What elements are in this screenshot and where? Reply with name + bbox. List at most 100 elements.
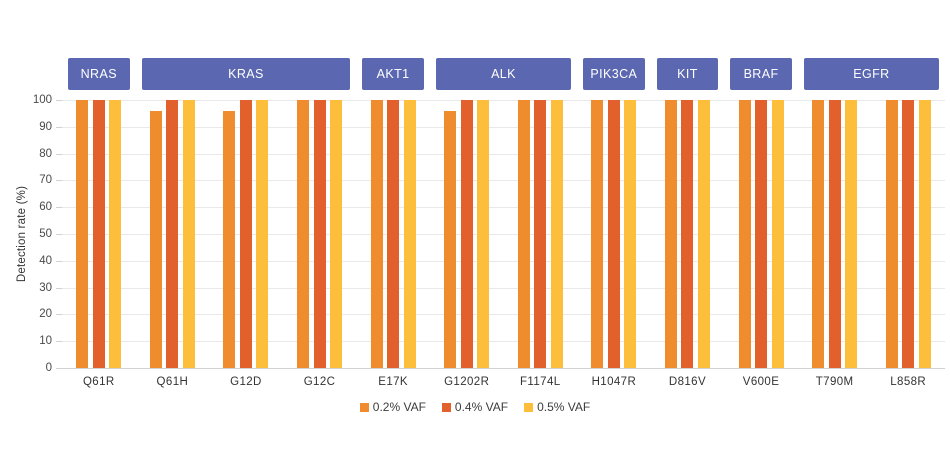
y-axis-tick xyxy=(56,260,62,262)
bar xyxy=(403,100,416,368)
gene-badge-braf: BRAF xyxy=(730,58,792,90)
bar xyxy=(591,100,604,368)
x-category-label: Q61R xyxy=(82,376,115,388)
bar xyxy=(624,100,637,368)
bar xyxy=(697,100,710,368)
bar xyxy=(223,110,236,368)
bar xyxy=(239,100,252,368)
x-category-label: T790M xyxy=(815,376,854,388)
bar xyxy=(738,100,751,368)
grid-line xyxy=(62,126,945,128)
gene-badge-alk: ALK xyxy=(435,58,572,90)
bar xyxy=(664,100,677,368)
x-category-label: Q61H xyxy=(156,376,189,388)
y-axis-tick xyxy=(56,207,62,209)
grid-line xyxy=(62,260,945,262)
bar xyxy=(755,100,768,368)
bar xyxy=(812,100,825,368)
y-axis-tick xyxy=(56,341,62,343)
bar xyxy=(828,100,841,368)
grid-line xyxy=(62,287,945,289)
plot-area: 0 10 20 30 40 50 60 70 80 90 100 Q61R Q61H G12D G12C E1… xyxy=(33,94,945,388)
bar xyxy=(387,100,400,368)
legend-label: 0.5% VAF xyxy=(537,400,591,414)
grid-line xyxy=(62,207,945,209)
bar xyxy=(370,100,383,368)
x-category-label: G12C xyxy=(303,376,336,388)
bar xyxy=(845,100,858,368)
y-tick-label: 50 xyxy=(39,228,52,240)
y-tick-label: 10 xyxy=(39,335,52,348)
y-tick-label: 90 xyxy=(39,120,52,133)
bar xyxy=(166,100,179,368)
bar xyxy=(330,100,343,368)
y-axis-tick xyxy=(56,153,62,155)
legend-item: 0.4% VAF xyxy=(441,400,509,414)
bar xyxy=(76,100,89,368)
legend-swatch xyxy=(524,402,534,412)
y-axis-tick xyxy=(56,100,62,101)
y-tick-label: 100 xyxy=(32,94,52,106)
x-category-label: E17K xyxy=(378,376,408,388)
bar xyxy=(149,110,162,368)
bar xyxy=(534,100,547,368)
bar xyxy=(182,100,195,368)
grid-line xyxy=(62,341,945,343)
legend-swatch xyxy=(441,402,451,412)
legend-item: 0.2% VAF xyxy=(359,400,426,414)
bar xyxy=(109,100,122,368)
bar xyxy=(460,100,473,368)
legend-label: 0.4% VAF xyxy=(454,400,509,414)
bar xyxy=(313,100,326,368)
x-category-label: V600E xyxy=(742,376,780,388)
y-tick-label: 80 xyxy=(39,147,52,160)
bar xyxy=(297,100,310,368)
bar xyxy=(902,100,915,368)
grid-line xyxy=(62,153,945,155)
y-axis-tick xyxy=(56,287,62,289)
grid-line xyxy=(62,100,945,101)
grid-line xyxy=(62,180,945,182)
y-tick-label: 60 xyxy=(39,201,52,214)
gene-badge-kras: KRAS xyxy=(141,58,351,90)
x-category-label: F1174L xyxy=(520,376,561,388)
x-category-label: G1202R xyxy=(444,376,490,388)
x-category-label: D816V xyxy=(668,376,707,388)
bar xyxy=(92,100,105,368)
grid-line xyxy=(62,234,945,235)
bar xyxy=(550,100,563,368)
x-category-label: L858R xyxy=(890,376,927,388)
y-axis-tick xyxy=(56,234,62,235)
bar xyxy=(681,100,694,368)
gene-badge-akt1: AKT1 xyxy=(362,58,424,90)
legend-label: 0.2% VAF xyxy=(372,400,426,414)
x-category-label: H1047R xyxy=(591,376,637,388)
bar xyxy=(607,100,620,368)
y-tick-label: 0 xyxy=(45,362,52,374)
gene-badge-nras: NRAS xyxy=(68,58,130,90)
bar xyxy=(477,100,490,368)
bar xyxy=(517,100,530,368)
y-tick-label: 20 xyxy=(39,308,52,321)
bar xyxy=(918,100,931,368)
bar xyxy=(771,100,784,368)
legend-item: 0.5% VAF xyxy=(524,400,590,414)
y-tick-label: 70 xyxy=(39,174,52,187)
grid-line xyxy=(62,314,945,316)
bar xyxy=(444,110,457,368)
y-axis-tick xyxy=(56,180,62,182)
bar xyxy=(256,100,269,368)
x-axis-line xyxy=(56,367,945,369)
bar xyxy=(885,100,898,368)
gene-badge-pik3ca: PIK3CA xyxy=(583,58,645,90)
y-tick-label: 30 xyxy=(39,281,52,294)
legend-swatch xyxy=(359,402,369,412)
gene-badge-kit: KIT xyxy=(656,58,719,90)
x-category-label: G12D xyxy=(230,376,262,388)
legend: 0.2% VAF 0.4% VAF 0.5% VAF xyxy=(0,399,950,415)
gene-badge-egfr: EGFR xyxy=(803,58,939,90)
y-axis-tick xyxy=(56,126,62,128)
y-axis-tick xyxy=(56,314,62,316)
y-tick-label: 40 xyxy=(39,254,52,267)
